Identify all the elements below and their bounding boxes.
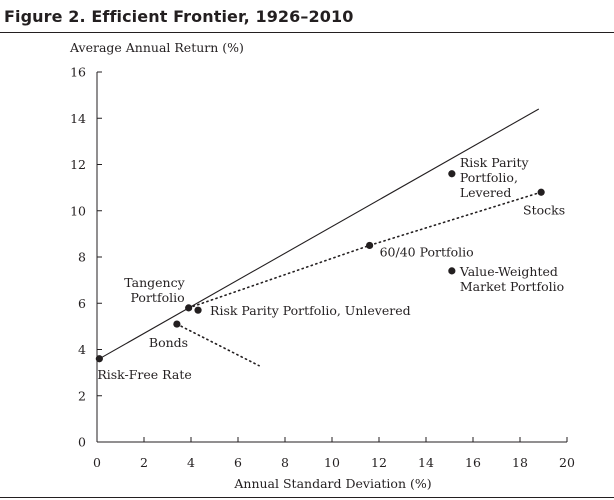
y-tick-label: 12 (70, 157, 86, 172)
x-tick-label: 10 (324, 455, 340, 470)
y-tick-label: 6 (78, 296, 86, 311)
x-tick-label: 12 (371, 455, 387, 470)
point-label: Tangency Portfolio (124, 275, 185, 305)
point-label: Value-Weighted Market Portfolio (459, 264, 564, 294)
x-tick-label: 2 (140, 455, 148, 470)
x-tick-label: 14 (418, 455, 434, 470)
point-label: Stocks (523, 202, 565, 217)
dotted-series-line (176, 323, 260, 367)
x-tick-label: 0 (93, 455, 101, 470)
figure-header: Figure 2. Efficient Frontier, 1926–2010 (0, 0, 614, 33)
figure-footer-rule (0, 497, 614, 498)
y-tick-label: 10 (70, 203, 86, 218)
y-tick-label: 0 (78, 435, 86, 450)
data-point (537, 188, 545, 196)
data-point (448, 267, 456, 275)
point-label: Bonds (149, 335, 188, 350)
y-axis-title: Average Annual Return (%) (69, 40, 244, 55)
x-tick-label: 16 (465, 455, 481, 470)
x-axis-title: Annual Standard Deviation (%) (233, 476, 431, 491)
point-label: Risk Parity Portfolio, Levered (460, 155, 530, 200)
point-label: Risk-Free Rate (97, 367, 191, 382)
y-tick-label: 4 (78, 342, 86, 357)
point-label: 60/40 Portfolio (380, 244, 474, 259)
y-tick-label: 14 (70, 111, 86, 126)
capital-market-line (99, 108, 540, 360)
data-point (194, 306, 202, 314)
y-tick-label: 8 (78, 250, 86, 265)
x-tick-label: 6 (234, 455, 242, 470)
y-tick-label: 2 (78, 388, 86, 403)
data-point (173, 320, 181, 328)
data-point (366, 241, 374, 250)
data-point (95, 355, 103, 363)
x-tick-label: 18 (512, 455, 528, 470)
data-point (185, 304, 193, 312)
x-tick-label: 8 (281, 455, 289, 470)
y-tick-label: 16 (70, 65, 86, 80)
data-point (448, 170, 456, 178)
x-tick-label: 4 (187, 455, 195, 470)
figure-title: Figure 2. Efficient Frontier, 1926–2010 (4, 7, 354, 26)
point-label: Risk Parity Portfolio, Unlevered (210, 303, 411, 318)
x-tick-label: 20 (559, 455, 575, 470)
